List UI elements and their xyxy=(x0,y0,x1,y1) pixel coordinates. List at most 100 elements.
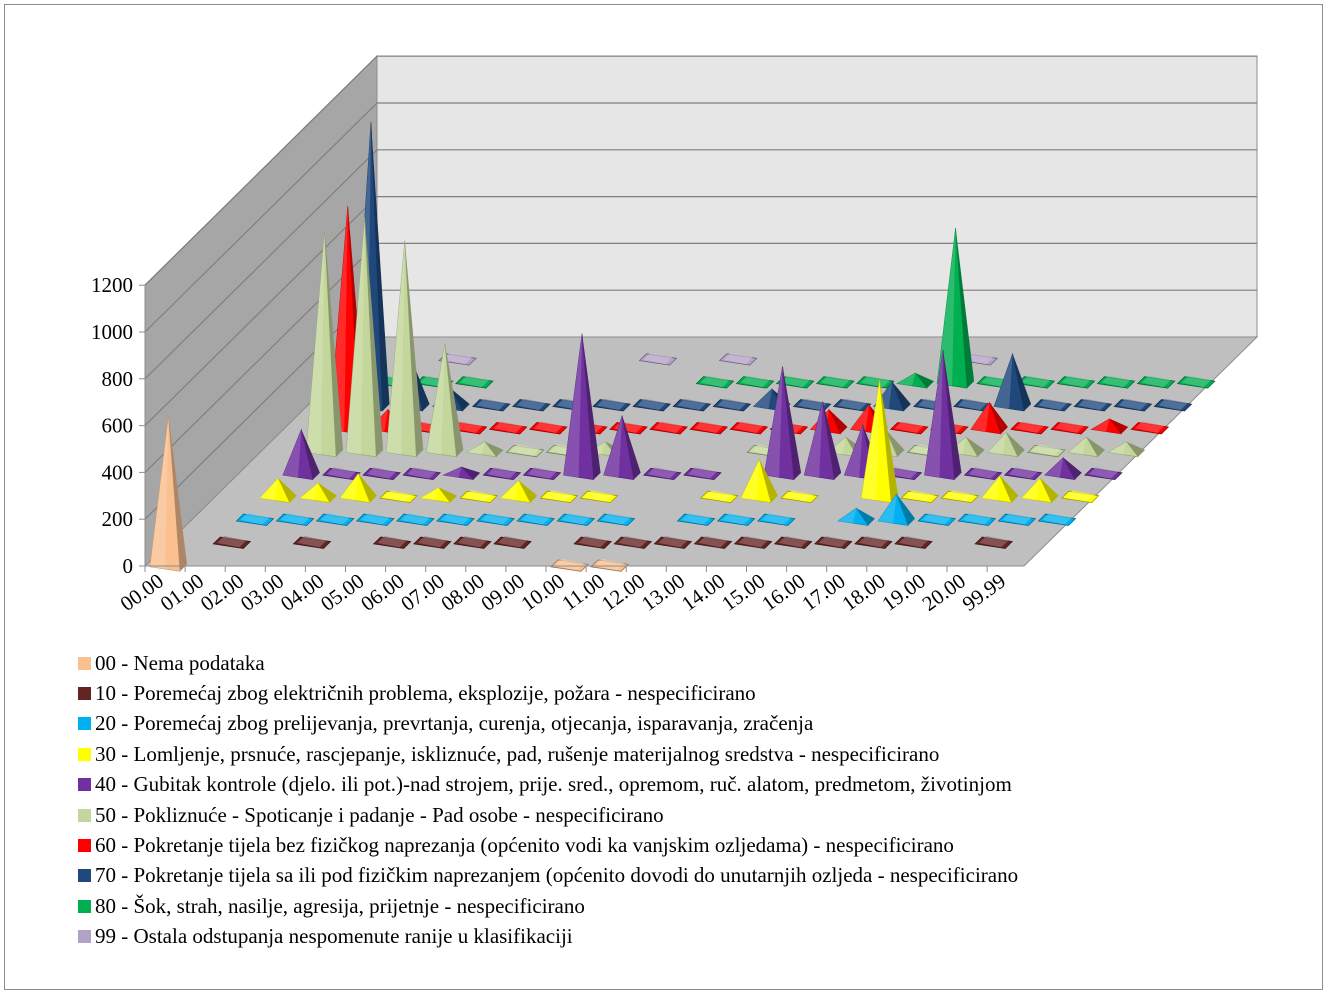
legend-swatch xyxy=(78,747,91,761)
data-point xyxy=(275,513,315,526)
data-point xyxy=(642,467,682,481)
legend-entry: 70 - Pokretanje tijela sa ili pod fizičk… xyxy=(78,861,1018,891)
data-point xyxy=(924,349,962,480)
legend-entry: 30 - Lomljenje, prsnuće, rascjepanje, is… xyxy=(78,739,1018,769)
data-point xyxy=(894,536,933,549)
y-tick-label: 800 xyxy=(102,367,134,391)
data-point xyxy=(837,507,875,526)
data-point xyxy=(1084,467,1123,481)
data-point xyxy=(987,431,1025,458)
data-point xyxy=(516,513,556,526)
x-axis: 00.0001.0002.0003.0004.0005.0006.0007.00… xyxy=(116,565,1024,616)
data-point xyxy=(683,467,722,481)
gridline xyxy=(144,149,1257,380)
data-point xyxy=(917,513,957,526)
data-point xyxy=(482,467,522,481)
data-point xyxy=(471,398,511,412)
legend-label: 00 - Nema podataka xyxy=(95,650,265,675)
data-point xyxy=(653,536,693,549)
data-point xyxy=(638,352,678,366)
y-axis: 0 200 400 600 800 1000 1200 xyxy=(91,273,146,578)
data-point xyxy=(695,375,735,389)
legend: 00 - Nema podataka 10 - Poremećaj zbog el… xyxy=(78,648,1018,952)
data-point xyxy=(1050,421,1089,435)
data-point xyxy=(1037,513,1077,526)
data-point xyxy=(729,421,769,435)
data-point xyxy=(1096,375,1136,389)
data-point xyxy=(1090,418,1129,435)
data-point xyxy=(1153,398,1193,412)
data-point xyxy=(573,536,613,549)
data-point xyxy=(993,352,1032,412)
y-tick-label: 1200 xyxy=(91,273,133,297)
data-point xyxy=(603,415,641,480)
legend-entry: 10 - Poremećaj zbog električnih problema… xyxy=(78,678,1018,708)
data-point xyxy=(997,513,1037,526)
data-point xyxy=(1010,421,1049,435)
y-tick-label: 1000 xyxy=(91,320,133,344)
data-point xyxy=(1016,375,1056,389)
data-point xyxy=(1033,398,1073,412)
legend-entry: 20 - Poremećaj zbog prelijevanja, prevrt… xyxy=(78,709,1018,739)
data-point xyxy=(579,490,619,504)
data-point xyxy=(676,513,716,526)
data-point xyxy=(436,513,475,526)
data-point xyxy=(235,513,275,526)
data-point xyxy=(299,482,337,503)
data-point xyxy=(1176,375,1216,389)
data-point xyxy=(712,398,752,412)
data-point xyxy=(689,421,729,435)
data-point xyxy=(476,513,515,526)
legend-entry: 80 - Šok, strah, nasilje, agresija, prij… xyxy=(78,891,1018,921)
data-point xyxy=(900,490,940,504)
legend-swatch xyxy=(78,930,91,944)
data-point xyxy=(412,536,452,549)
data-point xyxy=(292,536,332,549)
y-tick-label: 600 xyxy=(102,414,134,438)
data-point xyxy=(322,467,361,481)
data-point xyxy=(556,513,596,526)
data-point xyxy=(259,477,297,503)
y-tick-label: 0 xyxy=(123,554,134,578)
data-point xyxy=(718,352,758,366)
data-point xyxy=(488,421,528,435)
data-point xyxy=(355,513,395,526)
data-point xyxy=(780,490,819,504)
data-point xyxy=(1073,398,1113,412)
data-point xyxy=(860,379,899,503)
data-point xyxy=(763,366,802,480)
data-point xyxy=(733,536,773,549)
data-point xyxy=(699,490,739,504)
legend-label: 99 - Ostala odstupanja nespomenute ranij… xyxy=(95,924,573,949)
data-point xyxy=(963,467,1003,481)
data-point xyxy=(716,513,756,526)
data-point xyxy=(856,375,895,389)
data-point xyxy=(493,536,532,549)
legend-label: 50 - Pokliznuće - Spoticanje i padanje -… xyxy=(95,802,664,827)
data-point xyxy=(693,536,733,549)
data-point xyxy=(957,513,997,526)
data-point xyxy=(735,375,775,389)
data-point xyxy=(896,372,934,389)
data-point xyxy=(1060,490,1100,504)
data-point xyxy=(459,490,499,504)
legend-swatch xyxy=(78,778,91,792)
data-point xyxy=(649,421,688,435)
data-point xyxy=(803,401,842,480)
data-point xyxy=(613,536,653,549)
data-point xyxy=(889,421,929,435)
y-tick-label: 400 xyxy=(102,460,134,484)
data-point xyxy=(953,398,992,412)
data-point xyxy=(522,467,562,481)
data-point xyxy=(970,401,1008,435)
data-point xyxy=(372,536,412,549)
legend-label: 20 - Poremećaj zbog prelijevanja, prevrt… xyxy=(95,711,814,736)
data-point xyxy=(1020,477,1059,503)
legend-entry: 00 - Nema podataka xyxy=(78,648,1018,678)
legend-swatch xyxy=(78,839,91,853)
data-point xyxy=(339,472,377,503)
data-point xyxy=(539,490,579,504)
data-point xyxy=(1067,436,1105,458)
data-point xyxy=(1056,375,1096,389)
x-tick-label: 99.99 xyxy=(958,569,1010,616)
